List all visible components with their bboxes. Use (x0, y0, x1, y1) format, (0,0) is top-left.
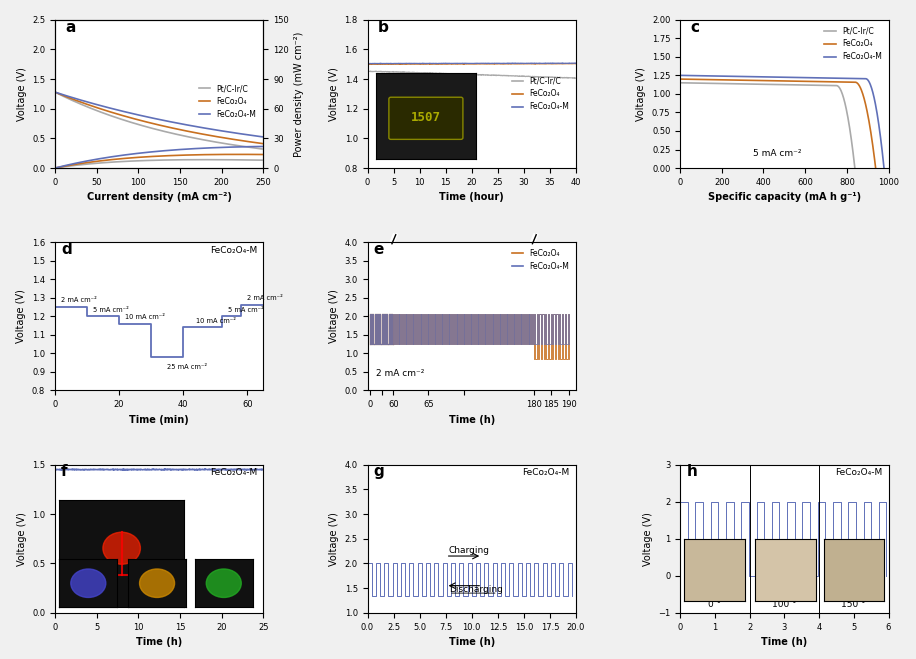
Y-axis label: Voltage (V): Voltage (V) (329, 67, 339, 121)
Legend: Pt/C-Ir/C, FeCo₂O₄, FeCo₂O₄-M: Pt/C-Ir/C, FeCo₂O₄, FeCo₂O₄-M (821, 24, 885, 65)
Text: 5 mA cm⁻²: 5 mA cm⁻² (93, 306, 129, 312)
Text: FeCo₂O₄-M: FeCo₂O₄-M (835, 468, 882, 477)
Text: 2 mA cm⁻²: 2 mA cm⁻² (376, 368, 424, 378)
X-axis label: Time (h): Time (h) (136, 637, 182, 647)
Y-axis label: Power density (mW cm⁻²): Power density (mW cm⁻²) (294, 31, 304, 157)
Text: 2 mA cm⁻²: 2 mA cm⁻² (247, 295, 283, 301)
Text: 25 mA cm⁻²: 25 mA cm⁻² (167, 364, 207, 370)
Text: c: c (691, 20, 700, 35)
Text: b: b (378, 20, 388, 35)
Text: 150 °: 150 ° (842, 600, 867, 610)
Y-axis label: Voltage (V): Voltage (V) (16, 289, 27, 343)
Text: h: h (686, 465, 697, 480)
Legend: FeCo₂O₄, FeCo₂O₄-M: FeCo₂O₄, FeCo₂O₄-M (508, 246, 572, 274)
Legend: Pt/C-Ir/C, FeCo₂O₄, FeCo₂O₄-M: Pt/C-Ir/C, FeCo₂O₄, FeCo₂O₄-M (508, 74, 572, 114)
X-axis label: Time (min): Time (min) (129, 415, 189, 425)
X-axis label: Current density (mA cm⁻²): Current density (mA cm⁻²) (87, 192, 232, 202)
Text: Discharging: Discharging (449, 585, 503, 594)
Y-axis label: Voltage (V): Voltage (V) (329, 289, 339, 343)
Text: 5 mA cm⁻²: 5 mA cm⁻² (753, 149, 802, 158)
X-axis label: Time (h): Time (h) (449, 415, 495, 425)
Text: FeCo₂O₄-M: FeCo₂O₄-M (522, 468, 570, 477)
X-axis label: Specific capacity (mA h g⁻¹): Specific capacity (mA h g⁻¹) (708, 192, 861, 202)
Text: FeCo₂O₄-M: FeCo₂O₄-M (210, 246, 257, 254)
Legend: Pt/C-Ir/C, FeCo₂O₄, FeCo₂O₄-M: Pt/C-Ir/C, FeCo₂O₄, FeCo₂O₄-M (196, 81, 259, 122)
Text: 100 °: 100 ° (772, 600, 797, 610)
Text: a: a (65, 20, 76, 35)
X-axis label: Time (hour): Time (hour) (440, 192, 504, 202)
Text: Charging: Charging (449, 546, 490, 555)
Y-axis label: Voltage (V): Voltage (V) (329, 512, 339, 565)
Text: 10 mA cm⁻²: 10 mA cm⁻² (125, 314, 166, 320)
Text: FeCo₂O₄-M: FeCo₂O₄-M (210, 468, 257, 477)
Y-axis label: Voltage (V): Voltage (V) (637, 67, 647, 121)
Text: f: f (61, 465, 68, 480)
X-axis label: Time (h): Time (h) (761, 637, 807, 647)
Text: e: e (374, 242, 384, 257)
Text: 10 mA cm⁻²: 10 mA cm⁻² (196, 318, 236, 324)
Text: 0 °: 0 ° (708, 600, 722, 610)
X-axis label: Time (h): Time (h) (449, 637, 495, 647)
Text: 2 mA cm⁻²: 2 mA cm⁻² (61, 297, 97, 303)
Text: 5 mA cm⁻²: 5 mA cm⁻² (228, 306, 264, 312)
Y-axis label: Voltage (V): Voltage (V) (16, 67, 27, 121)
Y-axis label: Voltage (V): Voltage (V) (16, 512, 27, 565)
Y-axis label: Voltage (V): Voltage (V) (643, 512, 652, 565)
Text: d: d (61, 242, 72, 257)
Text: g: g (374, 465, 385, 480)
